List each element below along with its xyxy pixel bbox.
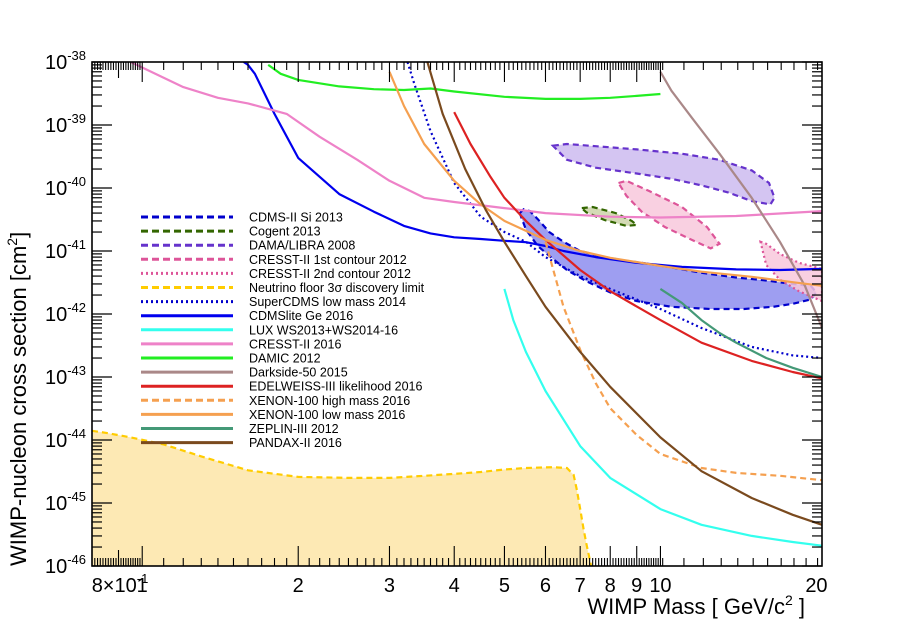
legend-label: DAMA/LIBRA 2008 (249, 239, 355, 253)
legend-label: ZEPLIN-III 2012 (249, 422, 339, 436)
legend-item-cdms-ii-si-2013: CDMS-II Si 2013 (141, 211, 343, 225)
x-tick-label: 8×10-1 (92, 571, 149, 597)
cresst-ii-2nd-contour-2012-region (758, 240, 822, 303)
y-tick-label: 10-38 (45, 48, 86, 74)
legend-item-edelweiss-iii-likelihood-2016: EDELWEISS-III likelihood 2016 (141, 380, 423, 394)
legend-label: SuperCDMS low mass 2014 (249, 295, 406, 309)
y-tick-label: 10-46 (45, 552, 86, 578)
legend-item-dama-libra-2008: DAMA/LIBRA 2008 (141, 239, 355, 253)
legend-label: CRESST-II 2nd contour 2012 (249, 267, 411, 281)
legend-item-damic-2012: DAMIC 2012 (141, 352, 321, 366)
y-tick-label: 10-39 (45, 111, 86, 137)
legend-item-xenon-100-high-mass-2016: XENON-100 high mass 2016 (141, 394, 410, 408)
legend-label: PANDAX-II 2016 (249, 436, 342, 450)
legend-item-supercdms-low-mass-2014: SuperCDMS low mass 2014 (141, 295, 406, 309)
legend-label: XENON-100 low mass 2016 (249, 408, 405, 422)
y-tick-labels: 10-38 10-39 10-40 10-41 10-42 10-43 10-44 10-45… (45, 48, 86, 578)
y-tick-label: 10-42 (45, 300, 86, 326)
x-tick-label: 5 (499, 575, 510, 597)
legend-label: Neutrino floor 3σ discovery limit (249, 281, 425, 295)
x-tick-label: 4 (449, 575, 460, 597)
legend-item-zeplin-iii-2012: ZEPLIN-III 2012 (141, 422, 339, 436)
cdmslite-ge-2016-line (243, 62, 822, 272)
pandax-ii-2016-line (426, 62, 822, 526)
legend-item-lux-ws2013-ws2014-16: LUX WS2013+WS2014-16 (141, 323, 398, 337)
legend-item-neutrino-floor-3-discovery-limit: Neutrino floor 3σ discovery limit (141, 281, 425, 295)
plot-frame (91, 61, 823, 567)
neutrino-floor-3-discovery-limit-line (92, 429, 593, 566)
legend-item-pandax-ii-2016: PANDAX-II 2016 (141, 436, 342, 450)
y-tick-label: 10-43 (45, 363, 86, 389)
legend-label: CDMS-II Si 2013 (249, 211, 343, 225)
legend-item-xenon-100-low-mass-2016: XENON-100 low mass 2016 (141, 408, 405, 422)
y-tick-label: 10-40 (45, 174, 86, 200)
x-tick-label: 6 (540, 575, 551, 597)
x-tick-label: 20 (805, 575, 827, 597)
legend-label: Cogent 2013 (249, 225, 321, 239)
legend-item-cresst-ii-2nd-contour-2012: CRESST-II 2nd contour 2012 (141, 267, 411, 281)
legend-item-darkside-50-2015: Darkside-50 2015 (141, 366, 348, 380)
legend-item-cresst-ii-1st-contour-2012: CRESST-II 1st contour 2012 (141, 253, 407, 267)
lux-ws2013-ws2014-16-line (503, 288, 822, 547)
x-tick-labels: 8×10-11 2 3 4 5 6 7 8 9 10 20 (92, 571, 828, 597)
y-tick-label: 10-45 (45, 489, 86, 515)
legend-label: CRESST-II 2016 (249, 337, 341, 351)
legend-label: CRESST-II 1st contour 2012 (249, 253, 407, 267)
y-tick-label: 10-44 (45, 426, 86, 452)
dama-libra-2008-region (550, 142, 776, 206)
x-tick-label: 9 (631, 575, 642, 597)
zeplin-iii-2012-line (659, 287, 822, 379)
legend-label: DAMIC 2012 (249, 352, 321, 366)
darkside-50-2015-line (659, 71, 822, 329)
legend-item-cogent-2013: Cogent 2013 (141, 225, 321, 239)
damic-2012-line (267, 64, 661, 101)
legend-label: XENON-100 high mass 2016 (249, 394, 410, 408)
x-tick-label: 7 (575, 575, 586, 597)
legend-item-cresst-ii-2016: CRESST-II 2016 (141, 337, 341, 351)
edelweiss-iii-likelihood-2016-line (453, 111, 822, 380)
legend-label: EDELWEISS-III likelihood 2016 (249, 380, 423, 394)
x-tick-label: 2 (293, 575, 304, 597)
neutrino-floor-3-discovery-limit-area (92, 430, 592, 566)
xenon-100-high-mass-2016-line (544, 241, 822, 482)
x-tick-label: 3 (384, 575, 395, 597)
legend-label: Darkside-50 2015 (249, 366, 348, 380)
legend-item-cdmslite-ge-2016: CDMSlite Ge 2016 (141, 309, 353, 323)
cresst-ii-1st-contour-2012-region (616, 179, 722, 250)
xenon-100-low-mass-2016-line (388, 71, 822, 287)
y-axis-title: WIMP-nucleon cross section [cm2] (4, 232, 31, 566)
series-layer (92, 62, 822, 566)
cresst-ii-2016-line (130, 62, 822, 219)
legend-label: LUX WS2013+WS2014-16 (249, 323, 398, 337)
x-axis-title: WIMP Mass [ GeV/c2 ] (587, 592, 805, 619)
y-tick-label: 10-41 (45, 237, 86, 263)
supercdms-low-mass-2014-line (406, 62, 822, 360)
x-tick-label: 8 (605, 575, 616, 597)
x-tick-label: 1 (137, 575, 148, 597)
x-tick-label: 10 (649, 575, 671, 597)
legend-label: CDMSlite Ge 2016 (249, 309, 353, 323)
